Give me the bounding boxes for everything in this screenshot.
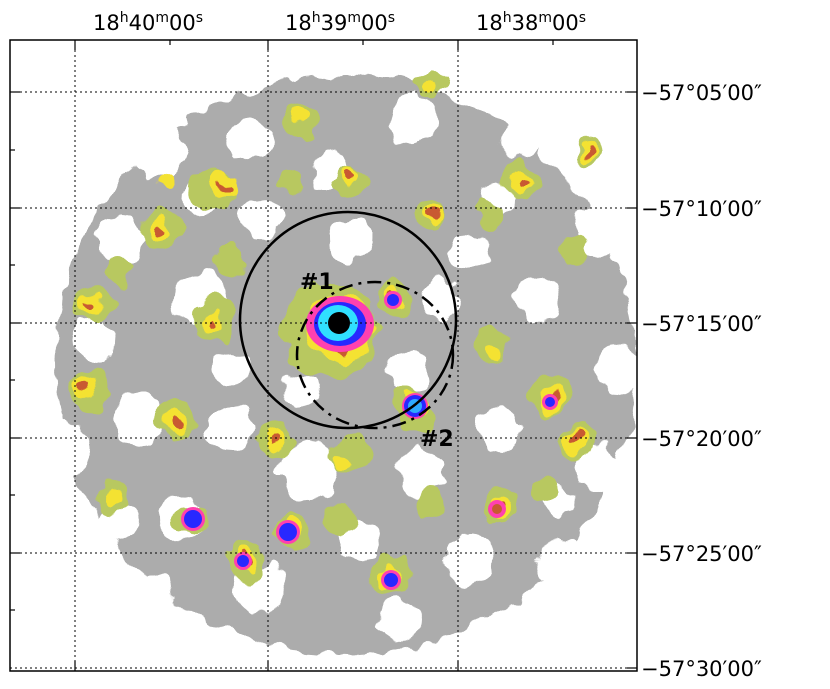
source-label-2: #2 <box>420 427 454 452</box>
compact-source <box>488 500 506 518</box>
compact-source <box>276 520 300 544</box>
source-1-core <box>306 296 374 352</box>
dec-axis-labels: −57°05′00″ −57°10′00″ −57°15′00″ −57°20′… <box>641 81 762 681</box>
ra-tick-label: 18h40m00s <box>93 10 203 35</box>
frame-ticks <box>10 40 637 671</box>
ra-axis-labels: 18h40m00s 18h39m00s 18h38m00s <box>93 10 586 35</box>
ra-tick-label: 18h38m00s <box>476 10 586 35</box>
dash-dot-region-ellipse <box>295 280 455 430</box>
compact-source <box>384 291 402 309</box>
coordinate-grid <box>10 40 637 671</box>
dec-tick-label: −57°05′00″ <box>641 81 762 105</box>
dec-tick-label: −57°30′00″ <box>641 657 762 681</box>
compact-source <box>181 507 205 531</box>
compact-source <box>381 570 401 590</box>
dec-tick-label: −57°10′00″ <box>641 197 762 221</box>
ra-tick-label: 18h39m00s <box>285 10 395 35</box>
dec-tick-label: −57°25′00″ <box>641 542 762 566</box>
point-sources <box>181 291 558 590</box>
source-label-1: #1 <box>300 270 334 295</box>
emission-map <box>30 71 637 655</box>
field-holes <box>30 96 637 642</box>
extraction-region-circle <box>238 210 458 430</box>
plot-frame <box>9 39 638 672</box>
compact-source <box>234 552 252 570</box>
dec-tick-label: −57°20′00″ <box>641 427 762 451</box>
dec-tick-label: −57°15′00″ <box>641 312 762 336</box>
compact-source <box>542 394 558 410</box>
